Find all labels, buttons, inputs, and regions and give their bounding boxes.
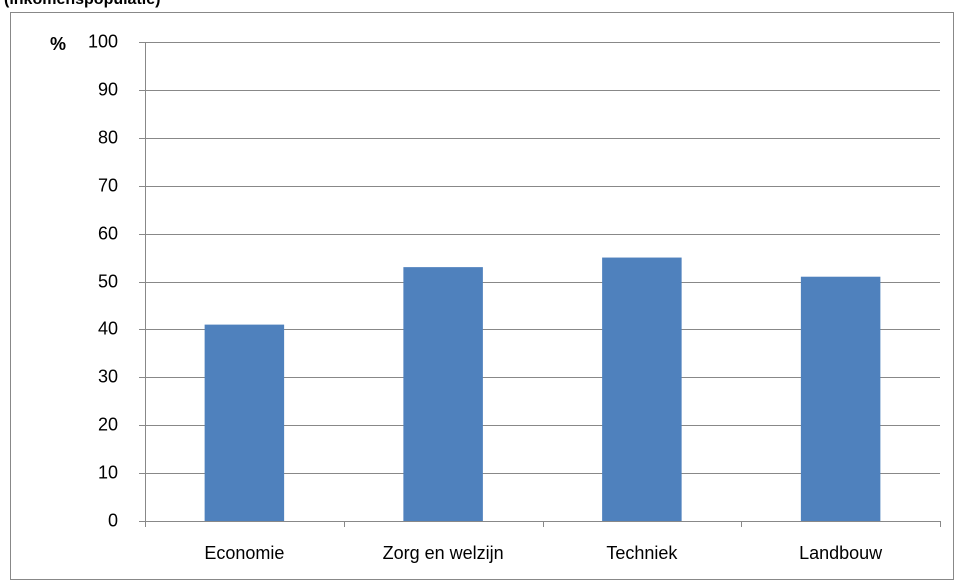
bar <box>403 267 483 521</box>
y-tick-label: 20 <box>98 414 118 434</box>
y-axis-label: % <box>50 34 66 54</box>
y-tick-label: 50 <box>98 271 118 291</box>
y-tick-label: 0 <box>108 510 118 530</box>
bar <box>602 257 682 521</box>
y-tick-label: 100 <box>88 31 118 51</box>
bar <box>800 276 881 521</box>
y-tick-label: 70 <box>98 175 118 195</box>
y-tick-label: 10 <box>98 462 118 482</box>
x-tick-label: Techniek <box>606 543 678 563</box>
y-tick-label: 80 <box>98 127 118 147</box>
y-tick-label: 30 <box>98 366 118 386</box>
chart-title: (inkomenspopulatie) <box>4 0 160 8</box>
x-tick-label: Landbouw <box>799 543 883 563</box>
y-tick-label: 40 <box>98 318 118 338</box>
x-tick-label: Economie <box>204 543 284 563</box>
x-tick-label: Zorg en welzijn <box>383 543 504 563</box>
y-tick-label: 90 <box>98 79 118 99</box>
bar <box>204 324 285 521</box>
y-tick-label: 60 <box>98 223 118 243</box>
